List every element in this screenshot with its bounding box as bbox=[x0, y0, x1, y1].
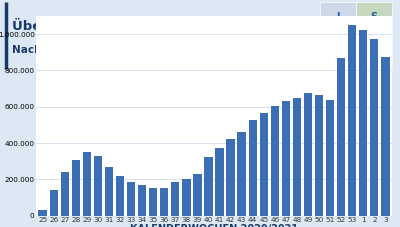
Bar bbox=[226, 139, 235, 216]
Text: S: S bbox=[370, 12, 378, 22]
Bar bbox=[72, 160, 80, 216]
Bar bbox=[337, 58, 345, 216]
Bar bbox=[359, 30, 368, 216]
Bar bbox=[215, 148, 224, 216]
Bar bbox=[304, 93, 312, 216]
Text: I: I bbox=[336, 12, 340, 22]
Bar bbox=[356, 2, 392, 36]
X-axis label: KALENDERWOCHEN 2020/2021: KALENDERWOCHEN 2020/2021 bbox=[130, 225, 298, 227]
Bar bbox=[356, 36, 392, 69]
Bar bbox=[293, 98, 301, 216]
Text: Überhang an Schlachtschweinen: Überhang an Schlachtschweinen bbox=[12, 18, 256, 33]
Bar bbox=[94, 156, 102, 216]
Bar bbox=[105, 167, 113, 216]
Bar bbox=[38, 210, 47, 216]
Bar bbox=[326, 100, 334, 216]
Bar bbox=[182, 179, 190, 216]
Bar bbox=[171, 182, 180, 216]
Bar bbox=[149, 188, 157, 216]
Bar bbox=[193, 174, 202, 216]
Bar bbox=[271, 106, 279, 216]
Bar bbox=[315, 95, 323, 216]
Bar bbox=[320, 36, 356, 69]
Bar bbox=[50, 190, 58, 216]
Bar bbox=[238, 132, 246, 216]
Bar bbox=[60, 172, 69, 216]
Bar bbox=[381, 57, 390, 216]
Bar bbox=[116, 176, 124, 216]
Bar bbox=[260, 113, 268, 216]
Bar bbox=[348, 25, 356, 216]
Bar bbox=[320, 2, 356, 36]
Bar bbox=[248, 120, 257, 216]
Bar bbox=[127, 182, 135, 216]
Bar bbox=[282, 101, 290, 216]
Bar bbox=[204, 157, 213, 216]
Bar bbox=[83, 152, 91, 216]
Bar bbox=[370, 39, 378, 216]
Bar bbox=[160, 188, 168, 216]
Text: Nach Kalenderwoche, Juni 2020 bis Januar 2021: Nach Kalenderwoche, Juni 2020 bis Januar… bbox=[12, 45, 293, 55]
Text: N: N bbox=[370, 45, 378, 55]
Bar bbox=[138, 185, 146, 216]
